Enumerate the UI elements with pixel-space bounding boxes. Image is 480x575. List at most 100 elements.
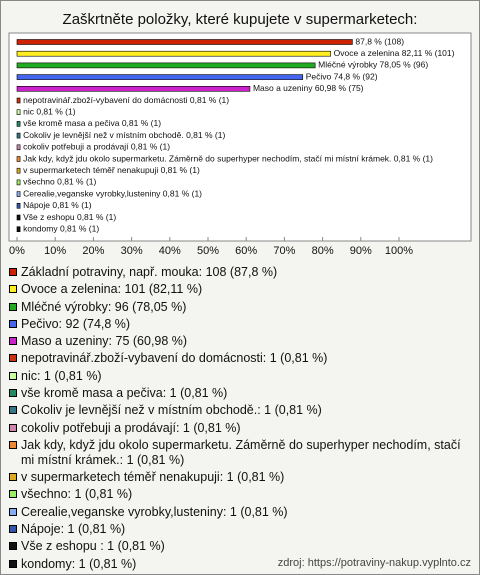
value-label: v supermarketech téměř nenakupuji 0,81 %… (23, 165, 200, 175)
value-label: Cerealie,veganske vyrobky,lusteniny 0,81… (23, 188, 202, 198)
legend-swatch (9, 337, 17, 346)
bar (16, 156, 21, 162)
legend-swatch (9, 285, 17, 294)
x-tick-label: 40% (159, 245, 181, 257)
bar (16, 86, 251, 92)
legend-swatch (9, 542, 17, 551)
legend-swatch (9, 423, 17, 432)
legend-item: kondomy: 1 (0,81 %) (9, 557, 467, 572)
legend-item: Maso a uzeniny: 75 (60,98 %) (9, 334, 467, 349)
legend-label: Vše z eshopu : 1 (0,81 %) (21, 539, 165, 554)
bar (16, 74, 304, 80)
value-label: Ovoce a zelenina 82,11 % (101) (334, 48, 455, 58)
legend-item: Základní potraviny, např. mouka: 108 (87… (9, 265, 467, 280)
legend-label: Cerealie,veganske vyrobky,lusteniny: 1 (… (21, 504, 288, 519)
legend-label: Nápoje: 1 (0,81 %) (21, 521, 126, 536)
legend-item: Nápoje: 1 (0,81 %) (9, 522, 467, 537)
legend-label: Maso a uzeniny: 75 (60,98 %) (21, 334, 188, 349)
legend-label: Pečivo: 92 (74,8 %) (21, 316, 131, 331)
x-tick-label: 80% (312, 245, 334, 257)
bar (16, 191, 21, 197)
legend-label: Ovoce a zelenina: 101 (82,11 %) (21, 282, 203, 297)
value-label: Maso a uzeniny 60,98 % (75) (253, 83, 364, 93)
bar (16, 39, 353, 45)
legend-label: nic: 1 (0,81 %) (21, 368, 102, 383)
legend: Základní potraviny, např. mouka: 108 (87… (9, 265, 467, 574)
bar (16, 144, 21, 151)
legend-label: cokoliv potřebuji a prodávají: 1 (0,81 %… (21, 420, 241, 435)
bar (16, 132, 21, 139)
x-tick-label: 20% (82, 245, 104, 257)
legend-swatch (9, 371, 17, 380)
legend-item: Pečivo: 92 (74,8 %) (9, 317, 467, 332)
legend-swatch (9, 406, 17, 415)
x-tick-label: 10% (44, 245, 66, 257)
legend-label: nepotravinář.zboží-vybavení do domácnost… (21, 351, 328, 366)
x-tick-label: 90% (350, 245, 372, 257)
legend-item: Ovoce a zelenina: 101 (82,11 %) (9, 282, 467, 297)
chart: Zaškrtněte položky, které kupujete v sup… (8, 11, 472, 257)
x-tick-label: 100% (385, 245, 413, 257)
legend-item: Vše z eshopu : 1 (0,81 %) (9, 539, 467, 554)
value-label: všechno 0,81 % (1) (23, 177, 96, 187)
bar (16, 109, 21, 115)
legend-item: cokoliv potřebuji a prodávají: 1 (0,81 %… (9, 421, 467, 436)
legend-swatch (9, 440, 17, 449)
legend-item: vše kromě masa a pečiva: 1 (0,81 %) (9, 386, 467, 401)
x-tick-label: 30% (121, 245, 143, 257)
bar (16, 97, 21, 104)
bar (16, 179, 21, 186)
legend-item: Cerealie,veganske vyrobky,lusteniny: 1 (… (9, 505, 467, 520)
value-label: Vše z eshopu 0,81 % (1) (23, 212, 116, 222)
legend-label: v supermarketech téměř nenakupuji: 1 (0,… (21, 470, 285, 485)
value-label: Pečivo 74,8 % (92) (306, 71, 378, 81)
legend-item: Jak kdy, když jdu okolo supermarketu. Zá… (9, 438, 467, 468)
value-label: nepotravinář.zboží-vybavení do domácnost… (23, 95, 229, 105)
bar (16, 62, 316, 69)
value-label: vše kromě masa a pečiva 0,81 % (1) (23, 118, 161, 128)
legend-label: Cokoliv je levnější než v místním obchod… (21, 403, 322, 418)
legend-item: všechno: 1 (0,81 %) (9, 487, 467, 502)
value-label: nic 0,81 % (1) (23, 106, 76, 116)
value-label: 87,8 % (108) (355, 36, 404, 46)
value-label: Nápoje 0,81 % (1) (23, 200, 92, 210)
x-tick-label: 70% (273, 245, 295, 257)
legend-item: Cokoliv je levnější než v místním obchod… (9, 403, 467, 418)
value-label: Jak kdy, když jdu okolo supermarketu. Zá… (23, 153, 433, 163)
legend-label: všechno: 1 (0,81 %) (21, 487, 133, 502)
legend-item: Mléčné výrobky: 96 (78,05 %) (9, 300, 467, 315)
legend-label: Základní potraviny, např. mouka: 108 (87… (21, 265, 278, 279)
legend-swatch (9, 389, 17, 398)
legend-swatch (9, 473, 17, 482)
value-label: Mléčné výrobky 78,05 % (96) (318, 60, 428, 70)
legend-swatch (9, 302, 17, 311)
source: zdroj: https://potraviny-nakup.vyplnto.c… (277, 557, 471, 569)
x-tick-label: 50% (197, 245, 219, 257)
bar (16, 167, 21, 174)
bar (16, 226, 21, 232)
value-label: kondomy 0,81 % (1) (23, 223, 99, 233)
legend-swatch (9, 490, 17, 499)
x-tick-label: 60% (235, 245, 257, 257)
legend-swatch (9, 524, 17, 533)
value-label: cokoliv potřebuji a prodávají 0,81 % (1) (23, 142, 170, 152)
legend-label: Jak kdy, když jdu okolo supermarketu. Zá… (21, 437, 461, 467)
legend-label: Mléčné výrobky: 96 (78,05 %) (21, 299, 187, 314)
legend-swatch (9, 354, 17, 363)
legend-label: kondomy: 1 (0,81 %) (21, 556, 137, 571)
legend-label: vše kromě masa a pečiva: 1 (0,81 %) (21, 386, 228, 401)
x-tick-label: 0% (9, 245, 25, 257)
legend-swatch (9, 319, 17, 328)
bar (16, 214, 21, 221)
legend-swatch (9, 268, 17, 276)
legend-item: nic: 1 (0,81 %) (9, 369, 467, 384)
chart-title: Zaškrtněte položky, které kupujete v sup… (63, 11, 418, 28)
legend-item: nepotravinář.zboží-vybavení do domácnost… (9, 351, 467, 366)
value-label: Cokoliv je levnější než v místním obchod… (23, 130, 225, 140)
bar (16, 203, 21, 209)
legend-item: v supermarketech téměř nenakupuji: 1 (0,… (9, 470, 467, 485)
bar (16, 121, 21, 127)
bar (16, 50, 331, 57)
legend-swatch (9, 559, 17, 568)
